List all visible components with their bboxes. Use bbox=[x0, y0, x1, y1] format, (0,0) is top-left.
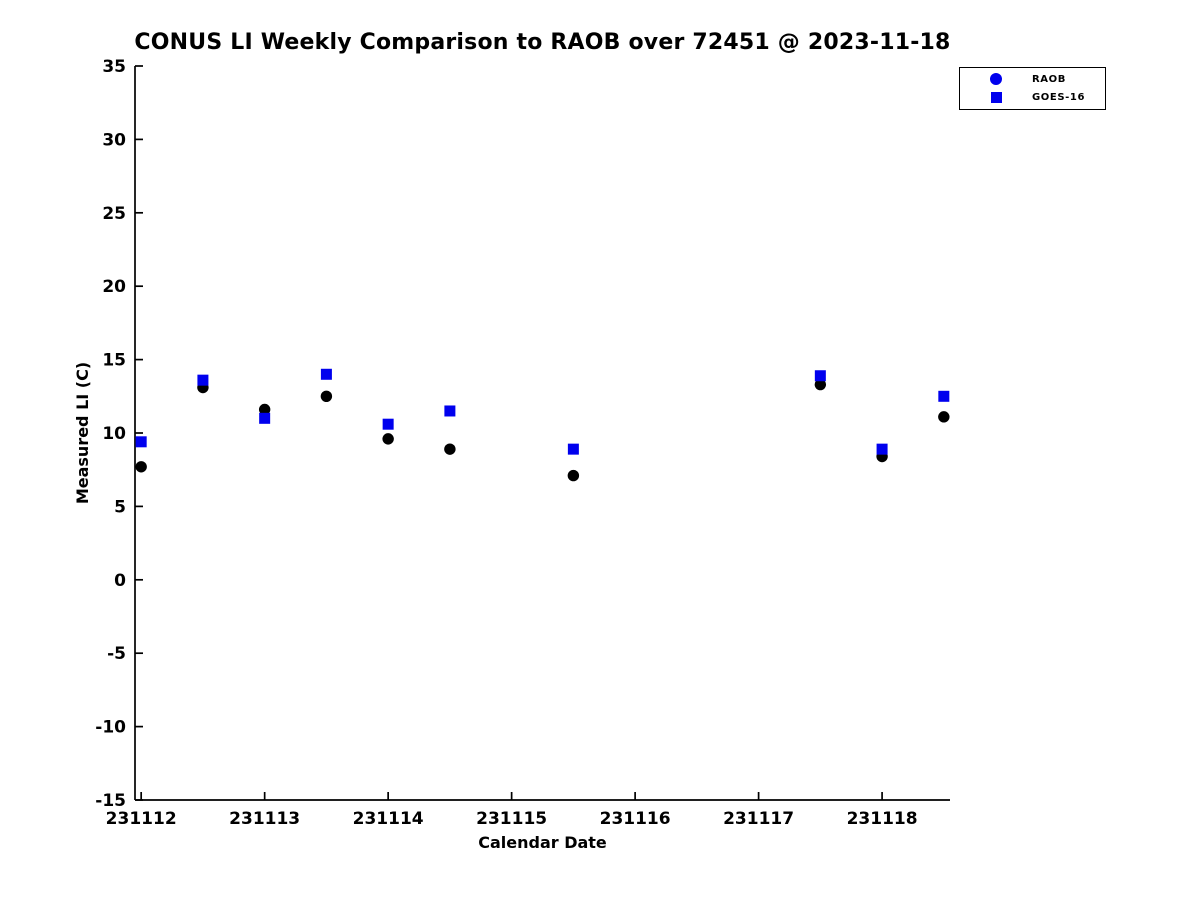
y-tick-label: 10 bbox=[102, 424, 126, 444]
raob-circle-marker-icon bbox=[990, 73, 1002, 86]
legend-label-raob: RAOB bbox=[1032, 73, 1066, 85]
goes16-data-point bbox=[444, 405, 456, 417]
legend-marker-cell bbox=[960, 73, 1032, 86]
y-tick-label: -15 bbox=[95, 791, 126, 811]
y-axis-label: Measured LI (C) bbox=[73, 362, 92, 504]
legend-item-goes16: GOES-16 bbox=[960, 89, 1105, 107]
raob-data-point bbox=[567, 469, 580, 482]
chart-title: CONUS LI Weekly Comparison to RAOB over … bbox=[134, 30, 951, 55]
raob-data-point bbox=[258, 403, 271, 416]
raob-data-point bbox=[135, 461, 147, 473]
goes16-data-point bbox=[197, 374, 209, 386]
x-tick-label: 231116 bbox=[600, 809, 671, 829]
x-tick-label: 231118 bbox=[847, 809, 918, 829]
goes16-data-point bbox=[814, 370, 826, 382]
goes16-square-marker-icon bbox=[990, 92, 1002, 104]
raob-data-point bbox=[938, 411, 950, 423]
y-tick-label: 0 bbox=[114, 571, 126, 591]
legend-item-raob: RAOB bbox=[960, 70, 1105, 88]
raob-data-point bbox=[814, 378, 827, 391]
legend-marker-cell bbox=[960, 92, 1032, 104]
y-tick-label: 25 bbox=[102, 204, 126, 224]
raob-data-point bbox=[382, 433, 394, 445]
raob-data-point bbox=[320, 390, 333, 402]
goes16-data-point bbox=[382, 418, 394, 430]
goes16-data-point bbox=[320, 368, 332, 380]
goes16-data-point bbox=[876, 443, 888, 455]
y-tick-label: -5 bbox=[107, 644, 126, 664]
goes16-data-point bbox=[567, 443, 579, 455]
legend-box: RAOB GOES-16 bbox=[959, 67, 1106, 110]
legend-label-goes16: GOES-16 bbox=[1032, 92, 1086, 104]
y-tick-label: 15 bbox=[102, 351, 126, 371]
x-tick-label: 231114 bbox=[353, 809, 424, 829]
x-tick-label: 231117 bbox=[723, 809, 794, 829]
y-tick-label: 30 bbox=[102, 130, 126, 150]
y-tick-label: 35 bbox=[102, 57, 126, 77]
goes16-data-point bbox=[938, 390, 950, 402]
goes16-data-point bbox=[135, 436, 147, 448]
x-axis-label: Calendar Date bbox=[478, 833, 607, 852]
y-tick-label: -10 bbox=[95, 718, 126, 738]
y-tick-label: 5 bbox=[114, 497, 126, 517]
x-tick-label: 231112 bbox=[106, 809, 177, 829]
raob-data-point bbox=[444, 443, 456, 455]
x-tick-label: 231115 bbox=[476, 809, 547, 829]
x-tick-label: 231113 bbox=[229, 809, 300, 829]
y-tick-label: 20 bbox=[102, 277, 126, 297]
goes16-data-point bbox=[259, 412, 271, 424]
